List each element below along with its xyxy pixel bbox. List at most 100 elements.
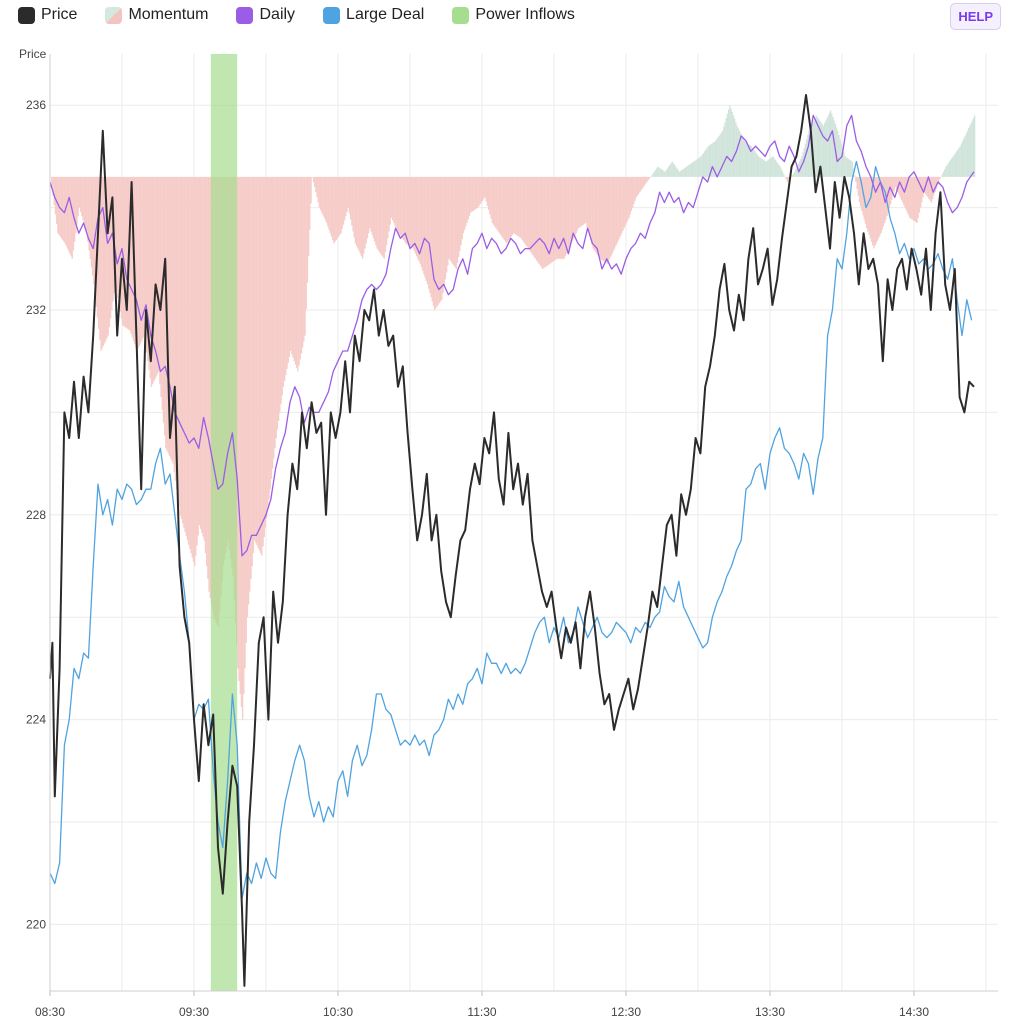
momentum-bar-negative xyxy=(138,176,141,346)
momentum-bar-negative xyxy=(263,176,265,538)
momentum-bar-positive xyxy=(851,161,853,177)
momentum-bar-positive xyxy=(838,135,840,177)
momentum-bar-negative xyxy=(83,176,85,225)
momentum-bar-negative xyxy=(269,176,271,490)
legend-item-power-inflows[interactable]: Power Inflows xyxy=(452,6,575,24)
x-tick-label: 14:30 xyxy=(899,1005,929,1019)
momentum-bar-negative xyxy=(524,176,526,244)
momentum-bar-negative xyxy=(534,176,537,259)
momentum-bar-negative xyxy=(80,176,82,212)
momentum-bar-negative xyxy=(326,176,328,223)
momentum-bar-negative xyxy=(370,176,372,232)
momentum-bar-positive xyxy=(802,152,804,177)
momentum-bar-negative xyxy=(126,176,129,329)
momentum-bar-negative xyxy=(395,176,397,229)
momentum-bar-negative xyxy=(365,176,367,244)
momentum-bar-negative xyxy=(360,176,363,257)
momentum-bar-positive xyxy=(723,126,725,177)
momentum-bar-positive xyxy=(972,118,975,177)
momentum-bar-negative xyxy=(482,176,484,201)
momentum-bar-negative xyxy=(912,176,915,221)
momentum-bar-negative xyxy=(264,176,267,528)
momentum-bar-negative xyxy=(600,176,603,260)
momentum-bar-negative xyxy=(333,176,335,244)
momentum-bar-negative xyxy=(578,176,580,229)
momentum-bar-negative xyxy=(77,176,79,217)
momentum-bar-negative xyxy=(456,176,459,264)
momentum-bar-negative xyxy=(537,176,539,263)
momentum-bar-positive xyxy=(761,158,763,177)
momentum-bar-positive xyxy=(756,154,759,177)
momentum-bar-negative xyxy=(52,176,54,196)
momentum-bar-negative xyxy=(479,176,481,205)
momentum-bar-negative xyxy=(909,176,911,218)
momentum-bar-negative xyxy=(468,176,471,217)
momentum-bar-negative xyxy=(465,176,467,227)
momentum-bar-negative xyxy=(917,176,919,218)
momentum-bar-negative xyxy=(276,176,279,430)
momentum-bar-negative xyxy=(257,176,259,549)
momentum-bar-negative xyxy=(856,176,858,189)
legend-item-large-deal[interactable]: Large Deal xyxy=(323,6,424,24)
momentum-bar-negative xyxy=(51,176,53,187)
momentum-bar-negative xyxy=(304,176,306,336)
legend-item-momentum[interactable]: Momentum xyxy=(105,6,208,24)
momentum-bar-positive xyxy=(806,139,808,177)
momentum-bar-negative xyxy=(357,176,359,249)
momentum-bar-negative xyxy=(542,176,544,270)
legend-item-price[interactable]: Price xyxy=(18,6,77,24)
momentum-bar-negative xyxy=(358,176,360,252)
momentum-bar-negative xyxy=(59,176,61,237)
momentum-bar-negative xyxy=(143,176,145,336)
momentum-bar-negative xyxy=(879,176,881,236)
momentum-bar-negative xyxy=(336,176,339,239)
momentum-bar-positive xyxy=(765,161,767,177)
momentum-bar-negative xyxy=(305,176,307,310)
momentum-bar-negative xyxy=(320,176,322,211)
momentum-bar-negative xyxy=(552,176,555,262)
momentum-bar-negative xyxy=(616,176,618,244)
momentum-bar-negative xyxy=(460,176,462,246)
momentum-bar-positive xyxy=(803,147,805,177)
momentum-bar-negative xyxy=(508,176,510,241)
momentum-bar-negative xyxy=(478,176,480,206)
momentum-bar-negative xyxy=(261,176,263,556)
momentum-bar-negative xyxy=(348,176,351,214)
momentum-bar-negative xyxy=(412,176,414,249)
legend-item-daily[interactable]: Daily xyxy=(236,6,295,24)
momentum-bar-negative xyxy=(645,176,647,184)
momentum-bar-negative xyxy=(592,176,594,249)
momentum-bar-negative xyxy=(108,176,111,328)
momentum-bar-negative xyxy=(939,176,941,180)
momentum-bar-negative xyxy=(453,176,455,266)
help-button[interactable]: HELP xyxy=(950,3,1001,30)
momentum-bar-negative xyxy=(332,176,334,241)
momentum-bar-negative xyxy=(206,176,208,567)
momentum-bar-positive xyxy=(684,167,687,177)
momentum-bar-negative xyxy=(514,176,516,235)
momentum-bar-positive xyxy=(696,158,699,177)
momentum-bar-positive xyxy=(768,158,771,177)
momentum-bar-positive xyxy=(666,168,669,177)
momentum-bar-negative xyxy=(905,176,907,211)
momentum-bar-negative xyxy=(352,176,354,232)
momentum-bar-negative xyxy=(124,176,126,328)
momentum-bar-negative xyxy=(596,176,598,254)
momentum-bar-negative xyxy=(81,176,83,217)
momentum-bar-negative xyxy=(618,176,621,239)
momentum-bar-negative xyxy=(150,176,153,387)
momentum-bar-negative xyxy=(339,176,341,235)
momentum-bar-negative xyxy=(626,176,628,223)
momentum-bar-negative xyxy=(570,176,573,244)
momentum-bar-negative xyxy=(604,176,606,263)
momentum-bar-negative xyxy=(922,176,924,198)
momentum-bar-negative xyxy=(588,176,591,236)
momentum-bar-negative xyxy=(472,176,474,212)
momentum-bar-negative xyxy=(327,176,329,227)
momentum-bar-positive xyxy=(782,171,784,177)
momentum-bar-negative xyxy=(788,176,790,181)
momentum-bar-negative xyxy=(533,176,535,258)
momentum-bar-negative xyxy=(410,176,412,247)
momentum-bar-negative xyxy=(401,176,403,239)
